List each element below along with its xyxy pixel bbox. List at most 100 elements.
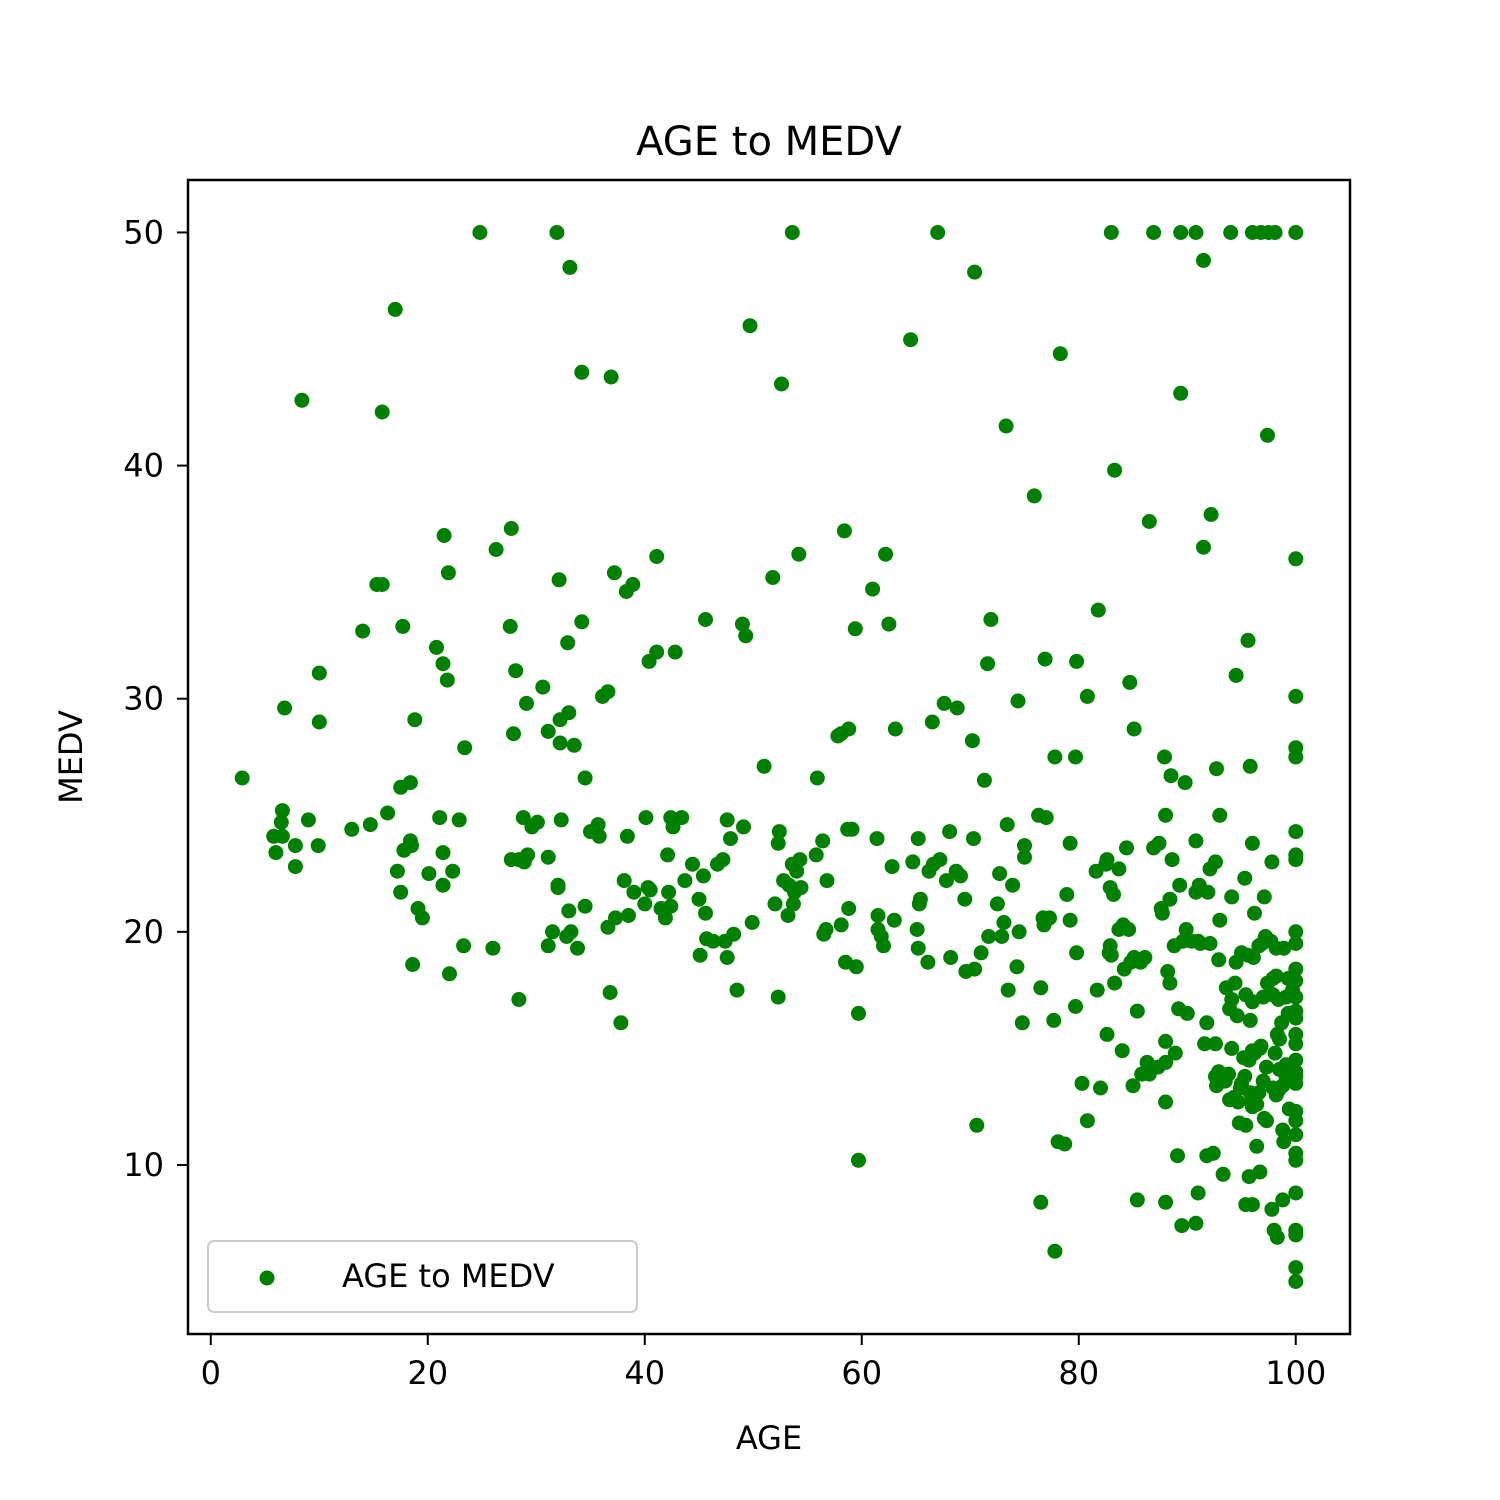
data-point bbox=[1188, 833, 1204, 849]
legend-box bbox=[207, 1240, 638, 1313]
data-point bbox=[789, 863, 805, 879]
data-point bbox=[1026, 488, 1042, 504]
data-point bbox=[1167, 1045, 1183, 1061]
data-point bbox=[999, 817, 1015, 833]
data-point bbox=[1068, 999, 1083, 1014]
data-point bbox=[1267, 225, 1283, 240]
legend-label: AGE to MEDV bbox=[342, 1257, 555, 1295]
data-point bbox=[957, 891, 973, 907]
data-point bbox=[1111, 861, 1127, 877]
data-point bbox=[793, 880, 809, 896]
data-point bbox=[380, 805, 396, 821]
data-point bbox=[574, 364, 590, 380]
data-point bbox=[553, 812, 569, 828]
data-point bbox=[421, 866, 437, 882]
data-point bbox=[1196, 539, 1211, 555]
data-point bbox=[1093, 1080, 1108, 1096]
data-point bbox=[1288, 225, 1304, 240]
data-point bbox=[268, 845, 284, 861]
data-point bbox=[756, 758, 772, 774]
data-point bbox=[590, 817, 606, 833]
data-point bbox=[1249, 1096, 1265, 1112]
data-point bbox=[1164, 852, 1180, 868]
data-point bbox=[1276, 1134, 1292, 1150]
x-axis-label: AGE bbox=[736, 1419, 802, 1457]
data-point bbox=[1288, 824, 1304, 840]
data-point bbox=[625, 577, 641, 592]
data-point bbox=[774, 376, 789, 392]
data-point bbox=[563, 924, 579, 940]
data-point bbox=[606, 565, 622, 581]
data-point bbox=[1119, 840, 1134, 856]
data-point bbox=[456, 938, 472, 954]
legend-marker bbox=[259, 1270, 275, 1286]
y-tick-label: 20 bbox=[123, 913, 164, 951]
data-point bbox=[765, 570, 781, 585]
data-point bbox=[387, 301, 403, 317]
data-point bbox=[920, 954, 936, 970]
data-point bbox=[851, 1152, 866, 1168]
data-point bbox=[1237, 1068, 1253, 1084]
data-point bbox=[1208, 1036, 1223, 1052]
data-point bbox=[936, 695, 952, 711]
y-tick-label: 10 bbox=[123, 1146, 164, 1184]
data-point bbox=[1288, 1152, 1304, 1168]
data-point bbox=[294, 392, 310, 408]
data-point bbox=[1173, 225, 1189, 240]
data-point bbox=[1288, 1227, 1304, 1243]
data-point bbox=[429, 639, 444, 655]
data-point bbox=[1288, 1260, 1304, 1276]
data-point bbox=[910, 940, 926, 956]
data-point bbox=[767, 896, 783, 912]
data-point bbox=[439, 672, 455, 688]
data-point bbox=[1242, 758, 1258, 774]
data-point bbox=[1000, 982, 1016, 998]
data-point bbox=[1212, 912, 1228, 928]
data-point bbox=[1014, 1015, 1030, 1031]
data-point bbox=[1099, 852, 1115, 868]
data-point bbox=[1163, 768, 1179, 784]
data-point bbox=[519, 695, 534, 711]
data-point bbox=[1170, 1148, 1185, 1164]
data-point bbox=[1074, 1075, 1090, 1091]
data-point bbox=[976, 772, 992, 788]
legend: AGE to MEDV bbox=[207, 1240, 638, 1313]
data-point bbox=[1178, 922, 1194, 937]
data-point bbox=[1069, 945, 1085, 961]
data-point bbox=[1062, 835, 1078, 851]
data-point bbox=[274, 803, 290, 819]
data-point bbox=[1275, 1192, 1291, 1208]
data-point bbox=[1275, 1122, 1291, 1138]
data-point bbox=[1129, 1192, 1145, 1208]
data-point bbox=[1052, 346, 1068, 362]
data-point bbox=[1260, 427, 1275, 443]
data-point bbox=[989, 896, 1005, 912]
data-point bbox=[1238, 1117, 1254, 1133]
data-point bbox=[865, 581, 881, 597]
data-point bbox=[685, 856, 700, 872]
data-point bbox=[1288, 1010, 1304, 1026]
data-point bbox=[848, 959, 864, 975]
data-point bbox=[560, 635, 576, 651]
data-point bbox=[1288, 852, 1304, 868]
data-point bbox=[943, 950, 959, 965]
data-point bbox=[545, 924, 560, 940]
data-point bbox=[374, 577, 390, 592]
data-point bbox=[1224, 992, 1240, 1007]
data-point bbox=[723, 831, 738, 847]
data-point bbox=[603, 369, 619, 385]
data-point bbox=[1212, 807, 1228, 823]
data-point bbox=[1259, 1059, 1274, 1075]
data-point bbox=[771, 824, 787, 840]
data-point bbox=[1256, 889, 1272, 905]
data-point bbox=[878, 546, 894, 562]
data-point bbox=[792, 852, 808, 868]
data-point bbox=[445, 863, 461, 879]
data-point bbox=[1079, 688, 1095, 704]
data-point bbox=[1197, 1036, 1213, 1052]
data-point bbox=[770, 835, 786, 851]
data-point bbox=[715, 852, 731, 868]
data-point bbox=[1162, 975, 1178, 991]
data-point bbox=[502, 618, 518, 634]
data-point bbox=[613, 1015, 629, 1031]
